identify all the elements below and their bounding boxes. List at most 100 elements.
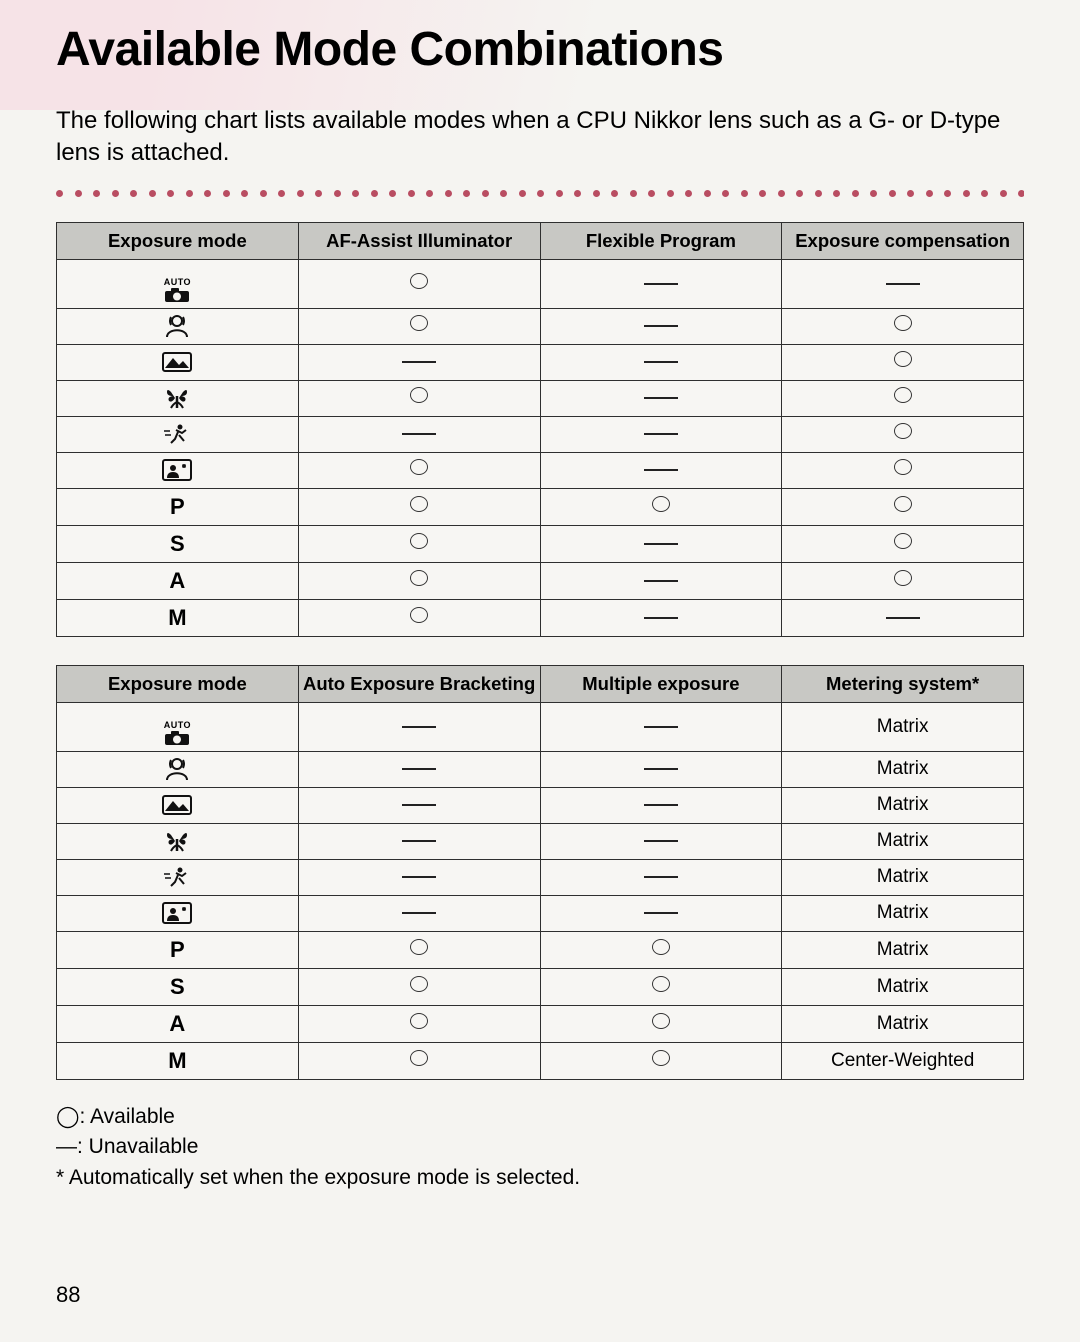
table-row: AUTO Matrix [57, 702, 1024, 751]
table-row: Matrix [57, 751, 1024, 787]
auto-mode-icon: AUTO [164, 721, 191, 746]
value-cell [782, 380, 1024, 416]
mode-cell [57, 859, 299, 895]
value-cell [540, 1042, 782, 1079]
auto-mode-icon: AUTO [164, 278, 191, 303]
unavailable-mark [644, 840, 678, 842]
mode-cell [57, 452, 299, 488]
mode-cell [57, 895, 299, 931]
unavailable-mark [644, 361, 678, 363]
value-cell [540, 823, 782, 859]
table-row [57, 452, 1024, 488]
column-header: Flexible Program [540, 222, 782, 259]
value-cell [298, 823, 540, 859]
value-cell [540, 562, 782, 599]
table-row: Matrix [57, 895, 1024, 931]
closeup-mode-icon [163, 829, 191, 853]
unavailable-mark [886, 617, 920, 619]
available-mark [894, 496, 912, 512]
mode-cell: M [57, 599, 299, 636]
page-title: Available Mode Combinations [56, 22, 1024, 77]
value-cell [540, 599, 782, 636]
column-header: Metering system* [782, 665, 1024, 702]
night-portrait-mode-icon [162, 459, 192, 481]
sports-mode-icon [162, 423, 192, 445]
value-cell [540, 931, 782, 968]
unavailable-mark [644, 768, 678, 770]
value-cell [782, 452, 1024, 488]
mode-cell: AUTO [57, 702, 299, 751]
value-cell [540, 751, 782, 787]
value-cell [298, 452, 540, 488]
sports-mode-icon [162, 866, 192, 888]
available-mark [894, 459, 912, 475]
available-mark [894, 423, 912, 439]
value-cell [540, 702, 782, 751]
legend-available: ◯: Available [56, 1102, 1024, 1132]
available-mark [410, 273, 428, 289]
available-mark [652, 976, 670, 992]
value-cell: Matrix [782, 702, 1024, 751]
mode-cell: A [57, 562, 299, 599]
value-cell [540, 787, 782, 823]
value-cell [540, 859, 782, 895]
mode-cell: A [57, 1005, 299, 1042]
table-row [57, 416, 1024, 452]
available-mark [894, 315, 912, 331]
value-cell: Matrix [782, 751, 1024, 787]
value-cell [298, 859, 540, 895]
page-number: 88 [56, 1282, 80, 1308]
unavailable-mark [644, 726, 678, 728]
column-header: Exposure mode [57, 665, 299, 702]
value-cell: Matrix [782, 1005, 1024, 1042]
table-row [57, 380, 1024, 416]
value-cell [298, 968, 540, 1005]
unavailable-mark [402, 433, 436, 435]
mode-cell [57, 823, 299, 859]
mode-cell: AUTO [57, 259, 299, 308]
available-mark [652, 939, 670, 955]
mode-cell: M [57, 1042, 299, 1079]
value-cell [298, 895, 540, 931]
mode-cell [57, 344, 299, 380]
table-row: MCenter-Weighted [57, 1042, 1024, 1079]
unavailable-mark [644, 804, 678, 806]
intro-text: The following chart lists available mode… [56, 105, 1024, 170]
unavailable-mark [644, 433, 678, 435]
closeup-mode-icon [163, 386, 191, 410]
available-mark [410, 459, 428, 475]
value-cell: Matrix [782, 895, 1024, 931]
available-mark [410, 496, 428, 512]
mode-cell: S [57, 968, 299, 1005]
mode-cell: P [57, 488, 299, 525]
table-row [57, 344, 1024, 380]
cell-text: Matrix [877, 830, 929, 851]
unavailable-mark [886, 283, 920, 285]
mode-cell [57, 787, 299, 823]
value-cell [540, 259, 782, 308]
value-cell: Matrix [782, 823, 1024, 859]
unavailable-mark [644, 469, 678, 471]
unavailable-mark [402, 361, 436, 363]
value-cell [540, 344, 782, 380]
value-cell [298, 488, 540, 525]
available-mark [894, 570, 912, 586]
value-cell [298, 416, 540, 452]
table-row: P [57, 488, 1024, 525]
value-cell [540, 895, 782, 931]
cell-text: Matrix [877, 716, 929, 737]
page-content: Available Mode Combinations The followin… [0, 0, 1080, 1193]
unavailable-mark [402, 840, 436, 842]
unavailable-mark [644, 912, 678, 914]
mode-table-1: Exposure modeAF-Assist IlluminatorFlexib… [56, 222, 1024, 637]
column-header: Auto Exposure Bracketing [298, 665, 540, 702]
portrait-mode-icon [164, 757, 190, 781]
mode-cell: S [57, 525, 299, 562]
value-cell [782, 525, 1024, 562]
value-cell [298, 562, 540, 599]
cell-text: Matrix [877, 976, 929, 997]
available-mark [410, 976, 428, 992]
value-cell [782, 259, 1024, 308]
landscape-mode-icon [162, 795, 192, 815]
value-cell [298, 931, 540, 968]
